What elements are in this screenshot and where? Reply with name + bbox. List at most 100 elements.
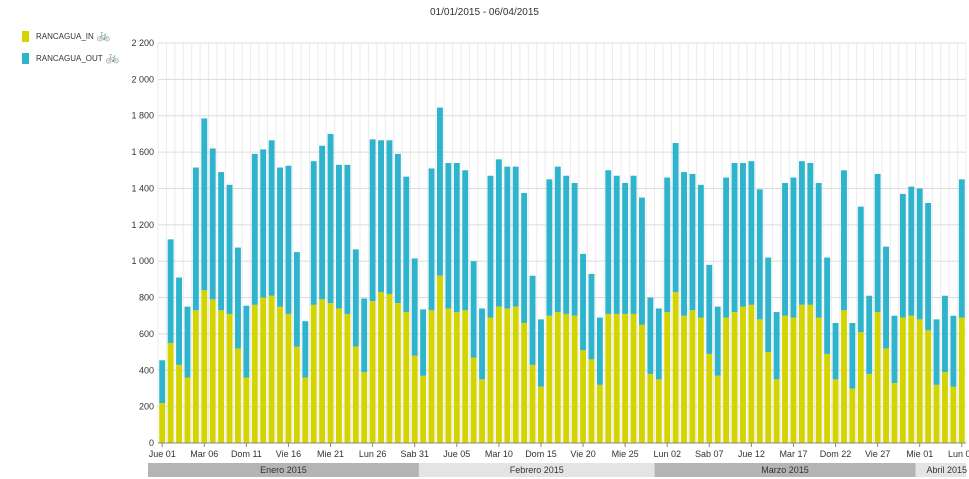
bar-rancagua-out	[748, 161, 755, 305]
bar-rancagua-out	[167, 239, 174, 343]
bar-rancagua-in	[655, 379, 662, 443]
bar-rancagua-in	[504, 308, 511, 443]
bar-rancagua-in	[866, 373, 873, 443]
bar-rancagua-in	[462, 310, 469, 443]
bar-rancagua-in	[740, 306, 746, 443]
bar-rancagua-in	[268, 295, 275, 443]
bar-rancagua-out	[681, 172, 687, 316]
bar-rancagua-out	[841, 170, 847, 311]
bar-rancagua-out	[352, 249, 359, 347]
bar-rancagua-out	[908, 186, 915, 316]
bar-rancagua-out	[285, 165, 292, 314]
legend-item-rancagua-in[interactable]: RANCAGUA_IN 🚲	[22, 30, 119, 42]
bar-rancagua-in	[403, 312, 410, 443]
bar-rancagua-out	[613, 175, 620, 314]
x-tick-label: Vie 16	[276, 449, 301, 459]
bar-rancagua-out	[790, 177, 797, 318]
x-tick-label: Mie 01	[906, 449, 933, 459]
bar-rancagua-in	[310, 304, 317, 443]
bar-rancagua-out	[310, 161, 317, 305]
bar-rancagua-in	[176, 364, 182, 443]
y-tick-label: 600	[139, 329, 154, 339]
bar-rancagua-in	[529, 364, 536, 443]
bar-rancagua-out	[782, 183, 788, 316]
bar-rancagua-in	[849, 388, 856, 443]
bar-rancagua-out	[226, 184, 233, 314]
x-tick-label: Mar 17	[779, 449, 807, 459]
bar-rancagua-in	[369, 301, 376, 443]
y-tick-label: 1 800	[131, 111, 154, 121]
legend-item-rancagua-out[interactable]: RANCAGUA_OUT 🚲	[22, 52, 119, 64]
bar-rancagua-in	[798, 304, 805, 443]
month-band-label: Febrero 2015	[510, 465, 564, 475]
bar-rancagua-out	[386, 140, 393, 294]
bar-rancagua-out	[798, 161, 805, 305]
bar-rancagua-out	[697, 184, 704, 318]
bar-rancagua-out	[647, 297, 654, 374]
bar-rancagua-out	[883, 246, 889, 349]
bar-rancagua-out	[916, 188, 923, 320]
bar-rancagua-in	[487, 317, 494, 443]
bar-rancagua-in	[588, 359, 595, 443]
bar-rancagua-out	[327, 133, 334, 303]
y-tick-label: 0	[149, 438, 154, 448]
bar-rancagua-in	[891, 383, 898, 443]
bar-rancagua-out	[849, 323, 856, 389]
month-band-label: Enero 2015	[260, 465, 307, 475]
bar-rancagua-in	[756, 319, 763, 443]
bar-rancagua-in	[293, 346, 300, 443]
bar-rancagua-in	[933, 384, 940, 443]
bar-rancagua-in	[218, 310, 225, 443]
bar-rancagua-in	[521, 323, 528, 443]
bar-rancagua-in	[361, 372, 368, 443]
bar-rancagua-out	[605, 170, 612, 314]
bar-rancagua-out	[723, 177, 730, 318]
bar-rancagua-in	[571, 315, 578, 443]
legend-swatch-out	[22, 52, 29, 64]
bar-rancagua-in	[344, 313, 351, 443]
bar-rancagua-out	[277, 167, 283, 307]
bar-rancagua-out	[504, 166, 511, 309]
bar-rancagua-out	[361, 298, 368, 373]
y-tick-label: 1 200	[131, 220, 154, 230]
bar-rancagua-out	[411, 258, 418, 356]
legend-label-out: RANCAGUA_OUT	[36, 53, 103, 63]
bar-rancagua-out	[235, 247, 241, 349]
bar-rancagua-out	[664, 177, 671, 313]
legend-swatch-in	[22, 30, 29, 42]
bar-rancagua-out	[689, 173, 696, 311]
bar-rancagua-in	[251, 304, 258, 443]
bar-rancagua-in	[731, 312, 738, 443]
bar-rancagua-in	[201, 290, 208, 443]
bar-rancagua-out	[420, 309, 427, 376]
bar-rancagua-out	[740, 163, 746, 307]
x-tick-label: Lun 02	[653, 449, 681, 459]
bar-rancagua-in	[958, 317, 965, 443]
bar-rancagua-in	[554, 312, 561, 443]
bar-rancagua-in	[378, 292, 384, 443]
x-tick-label: Vie 27	[865, 449, 890, 459]
x-tick-label: Dom 15	[525, 449, 557, 459]
bar-rancagua-out	[192, 167, 199, 311]
bar-rancagua-in	[428, 310, 435, 443]
bar-rancagua-out	[302, 321, 309, 378]
bar-rancagua-in	[714, 375, 721, 443]
bar-rancagua-out	[899, 193, 906, 318]
bar-rancagua-out	[403, 176, 410, 313]
bar-rancagua-in	[546, 315, 553, 443]
bar-rancagua-in	[445, 308, 452, 443]
bar-rancagua-out	[655, 308, 662, 380]
bar-rancagua-in	[942, 372, 948, 443]
bar-rancagua-in	[883, 348, 889, 443]
bar-rancagua-out	[487, 175, 494, 318]
bar-rancagua-out	[453, 163, 460, 313]
bar-rancagua-in	[639, 324, 645, 443]
x-tick-label: Sab 31	[400, 449, 429, 459]
bar-rancagua-in	[386, 293, 393, 443]
bar-rancagua-out	[479, 308, 485, 380]
bar-rancagua-in	[192, 310, 199, 443]
bar-rancagua-out	[891, 315, 898, 383]
x-tick-label: Vie 20	[570, 449, 595, 459]
bar-rancagua-out	[445, 163, 452, 309]
